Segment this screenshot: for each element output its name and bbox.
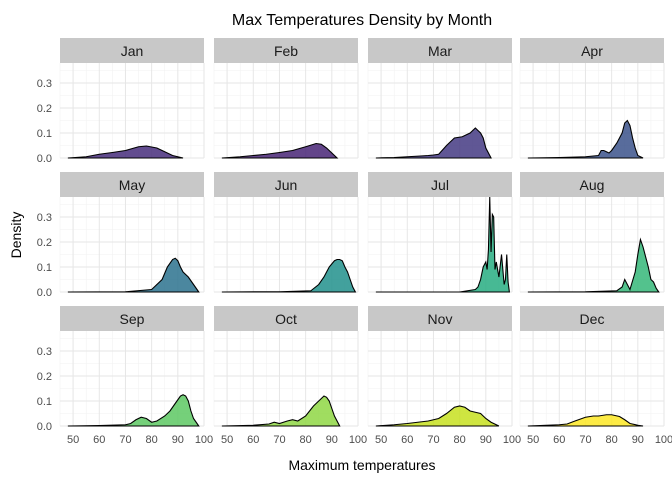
facet-panel-jul: Jul — [367, 172, 513, 293]
x-tick-label: 70 — [119, 434, 131, 446]
x-tick-label: 80 — [606, 434, 618, 446]
x-tick-label: 50 — [221, 434, 233, 446]
facet-strip — [368, 38, 512, 63]
x-axis-title: Maximum temperatures — [288, 457, 435, 473]
x-tick-label: 70 — [579, 434, 591, 446]
density-area-jun — [221, 258, 357, 293]
y-tick-label: 0.3 — [37, 78, 52, 90]
y-axis-title: Density — [8, 212, 24, 259]
y-tick-label: 0.2 — [37, 371, 52, 383]
density-area-mar — [375, 127, 492, 159]
x-tick-label: 80 — [300, 434, 312, 446]
facet-strip-label: Jul — [431, 177, 449, 193]
facet-strip — [60, 172, 204, 197]
x-tick-label: 50 — [375, 434, 387, 446]
facet-panel-dec: Dec 50 60 70 80 90 100 — [519, 306, 672, 446]
x-tick-label: 100 — [349, 434, 367, 446]
facet-strip — [520, 306, 664, 331]
facet-strip — [214, 38, 358, 63]
y-tick-label: 0.1 — [37, 396, 52, 408]
x-tick-label: 60 — [93, 434, 105, 446]
facet-strip — [214, 172, 358, 197]
y-tick-label: 0.3 — [37, 212, 52, 224]
x-tick-label: 80 — [454, 434, 466, 446]
facet-strip-label: May — [119, 177, 145, 193]
x-tick-label: 50 — [527, 434, 539, 446]
chart-title: Max Temperatures Density by Month — [232, 12, 492, 29]
y-tick-label: 0.3 — [37, 346, 52, 358]
facet-panel-nov: Nov 50 60 70 80 90 100 — [367, 306, 521, 446]
facet-panel-apr: Apr — [519, 38, 665, 159]
facet-panel-jan: Jan 0.0 0.1 0.2 0.3 — [37, 38, 205, 165]
y-tick-label: 0.1 — [37, 262, 52, 274]
density-area-may — [67, 257, 200, 293]
x-tick-label: 90 — [326, 434, 338, 446]
density-area-jul — [375, 196, 511, 293]
facet-strip — [520, 38, 664, 63]
density-area-jan — [67, 145, 184, 159]
facet-strip-label: Mar — [428, 43, 452, 59]
x-tick-label: 100 — [195, 434, 213, 446]
density-area-feb — [221, 142, 339, 159]
facet-strip — [214, 306, 358, 331]
facet-strip-label: Oct — [275, 311, 297, 327]
facet-strip-label: Dec — [580, 311, 605, 327]
y-tick-label: 0.0 — [37, 421, 52, 433]
facet-panel-mar: Mar — [367, 38, 513, 159]
y-tick-label: 0.1 — [37, 128, 52, 140]
facet-strip-label: Jan — [121, 43, 144, 59]
facet-strip-label: Apr — [581, 43, 603, 59]
facet-strip-label: Aug — [580, 177, 605, 193]
facet-strip-label: Nov — [428, 311, 453, 327]
x-tick-label: 60 — [553, 434, 565, 446]
facet-strip — [368, 172, 512, 197]
x-tick-label: 90 — [172, 434, 184, 446]
x-tick-label: 60 — [247, 434, 259, 446]
facet-panel-sep: Sep 0.0 0.1 0.2 0.3 50 60 70 80 90 100 — [37, 306, 213, 446]
density-area-dec — [527, 414, 644, 427]
facet-strip — [368, 306, 512, 331]
density-area-nov — [375, 405, 500, 427]
x-tick-label: 70 — [273, 434, 285, 446]
x-tick-label: 60 — [401, 434, 413, 446]
x-tick-label: 50 — [67, 434, 79, 446]
facet-strip-label: Feb — [274, 43, 298, 59]
facet-strip — [520, 172, 664, 197]
facet-panel-may: May 0.0 0.1 0.2 0.3 — [37, 172, 205, 299]
x-tick-label: 100 — [655, 434, 672, 446]
facet-strip-label: Jun — [275, 177, 298, 193]
x-tick-label: 90 — [632, 434, 644, 446]
y-tick-label: 0.0 — [37, 153, 52, 165]
facet-strip — [60, 306, 204, 331]
density-area-aug — [527, 237, 660, 293]
facet-strip-label: Sep — [120, 311, 145, 327]
x-tick-label: 70 — [427, 434, 439, 446]
density-area-oct — [221, 395, 341, 427]
facet-panel-feb: Feb — [213, 38, 359, 159]
x-tick-label: 100 — [503, 434, 521, 446]
x-tick-label: 90 — [480, 434, 492, 446]
facet-panel-jun: Jun — [213, 172, 359, 293]
y-tick-label: 0.2 — [37, 237, 52, 249]
density-area-apr — [527, 119, 644, 159]
x-tick-label: 80 — [146, 434, 158, 446]
density-area-sep — [67, 394, 200, 427]
y-tick-label: 0.0 — [37, 287, 52, 299]
y-tick-label: 0.2 — [37, 103, 52, 115]
facet-panel-oct: Oct 50 60 70 80 90 100 — [213, 306, 367, 446]
facet-strip — [60, 38, 204, 63]
facet-panel-aug: Aug — [519, 172, 665, 293]
